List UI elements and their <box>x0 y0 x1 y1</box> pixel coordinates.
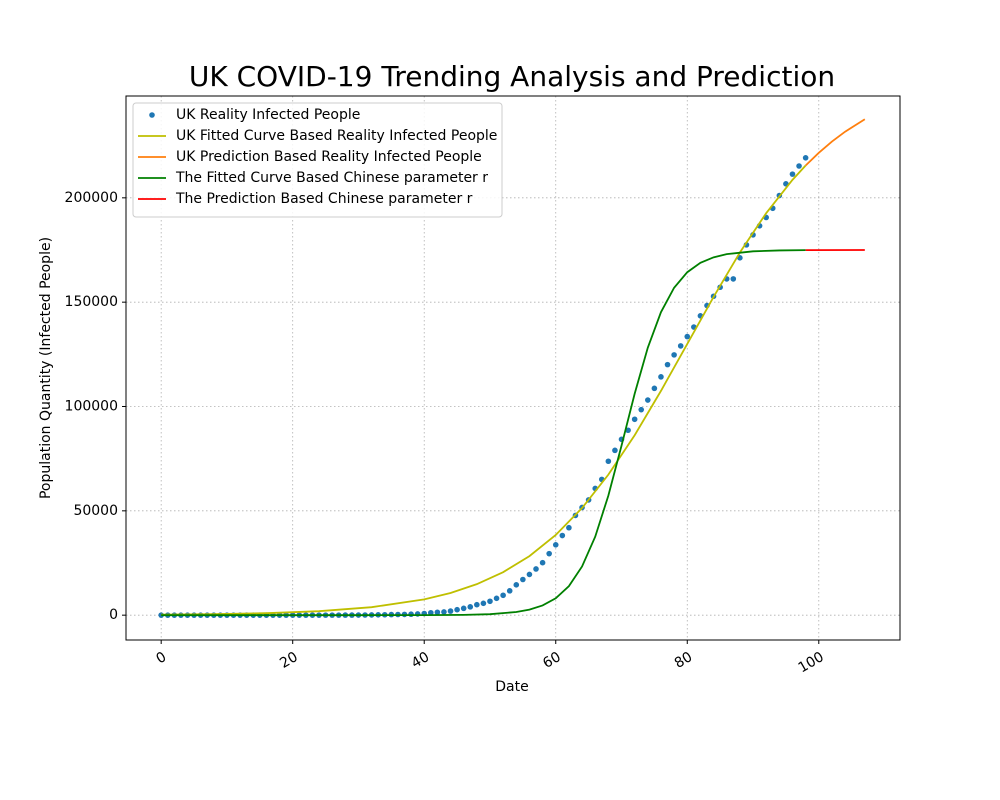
y-tick-label: 100000 <box>65 398 118 414</box>
y-tick-label: 150000 <box>65 294 118 310</box>
legend: UK Reality Infected People UK Fitted Curv… <box>132 102 503 218</box>
data-point <box>645 397 651 403</box>
data-point <box>658 374 664 380</box>
data-point <box>467 604 474 610</box>
y-tick-label: 200000 <box>65 190 118 206</box>
x-tick-label: 40 <box>409 649 432 672</box>
x-tick-label: 60 <box>540 649 563 672</box>
data-point <box>796 163 802 169</box>
plot <box>158 118 866 618</box>
data-point <box>638 406 645 413</box>
data-point <box>612 447 618 454</box>
data-point <box>566 524 572 531</box>
series-line <box>161 164 807 616</box>
data-point <box>493 595 500 602</box>
legend-marker <box>149 112 155 118</box>
data-point <box>651 385 658 392</box>
data-point <box>500 592 506 599</box>
x-tick-label: 80 <box>672 649 695 672</box>
y-tick-label: 50000 <box>73 503 118 519</box>
legend-label: UK Reality Infected People <box>176 107 360 123</box>
data-point <box>441 609 447 615</box>
data-point <box>671 352 677 358</box>
data-point <box>526 571 533 578</box>
data-point <box>684 333 691 340</box>
axes-frame <box>125 95 901 641</box>
y-axis-label: Population Quantity (Infected People) <box>38 237 54 499</box>
series-line <box>161 249 806 617</box>
legend-box <box>132 102 503 218</box>
data-point <box>552 542 559 548</box>
data-point <box>506 588 513 594</box>
legend-label: UK Prediction Based Reality Infected Peo… <box>176 149 482 165</box>
data-point <box>480 600 487 607</box>
data-point <box>539 559 546 566</box>
data-point <box>474 601 480 608</box>
chart-title: UK COVID-19 Trending Analysis and Predic… <box>189 60 835 93</box>
data-point <box>520 576 526 583</box>
data-point <box>454 606 460 613</box>
data-point <box>408 611 414 618</box>
x-tick-label: 20 <box>277 649 300 672</box>
data-point <box>664 361 671 368</box>
data-point <box>559 532 566 539</box>
x-axis-label: Date <box>495 679 528 695</box>
data-point <box>631 416 638 423</box>
data-point <box>434 609 441 616</box>
data-point <box>513 582 520 588</box>
data-point <box>487 598 493 605</box>
legend-label: UK Fitted Curve Based Reality Infected P… <box>176 128 497 144</box>
series-line <box>805 118 866 167</box>
data-point <box>460 605 467 612</box>
legend-label: The Fitted Curve Based Chinese parameter… <box>175 170 488 186</box>
data-point <box>546 550 552 557</box>
data-point <box>605 458 612 465</box>
data-point <box>789 171 796 177</box>
data-point <box>447 608 454 614</box>
data-point <box>802 155 809 161</box>
data-point <box>677 343 684 349</box>
legend-label: The Prediction Based Chinese parameter r <box>175 191 473 207</box>
y-tick-label: 0 <box>109 607 118 623</box>
data-point <box>730 276 737 282</box>
data-point <box>533 566 539 572</box>
